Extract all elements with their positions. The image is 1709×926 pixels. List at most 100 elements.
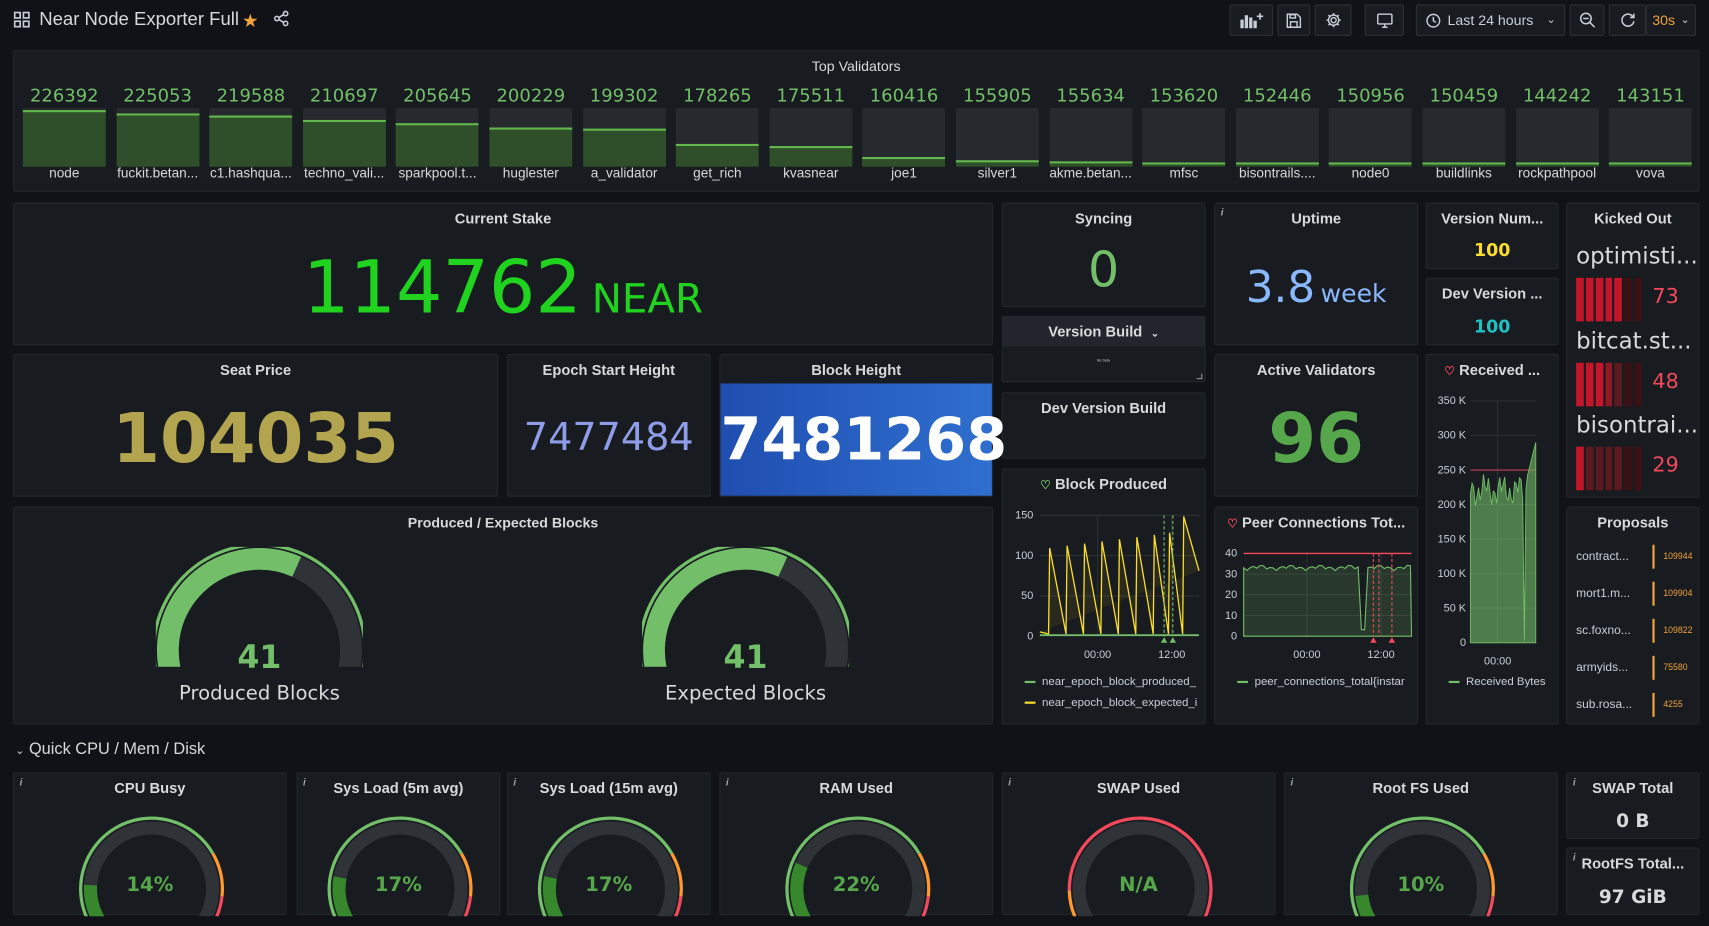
gauge-threshold [463, 896, 472, 917]
dashboard-title[interactable]: Near Node Exporter Full [39, 8, 240, 30]
validator-name: sparkpool.t... [398, 165, 477, 181]
dev-version-build-panel: Dev Version Build [1001, 392, 1206, 459]
gauge-fill [542, 876, 563, 917]
x-tick-label: 00:00 [1084, 649, 1111, 661]
kicked-count: 48 [1652, 368, 1679, 393]
y-tick-label: 20 [1225, 589, 1237, 601]
kicked-validator-name: bitcat.st... [1576, 327, 1692, 354]
gauge-arc [1349, 816, 1495, 917]
gear-icon [1325, 13, 1341, 28]
validator-name: mfsc [1169, 165, 1199, 181]
chevron-down-icon: ⌄ [1150, 327, 1159, 339]
validator-name: huglester [502, 165, 559, 181]
validator-bar-bg [582, 107, 666, 129]
gauge-arc [537, 816, 683, 917]
monitor-icon [1376, 12, 1393, 28]
validator-bar-bg [675, 107, 759, 144]
proposal-value: 75580 [1652, 655, 1688, 680]
panel-title: Epoch Start Height [542, 361, 675, 379]
resize-handle[interactable] [1196, 373, 1203, 380]
validator-bar [862, 156, 946, 167]
apps-icon[interactable] [13, 11, 30, 28]
y-tick-label: 200 K [1438, 499, 1467, 511]
epoch-start-value: 7477484 [523, 416, 694, 460]
validator-bar [1515, 162, 1599, 167]
x-tick-label: 12:00 [1367, 649, 1394, 661]
add-panel-button[interactable] [1229, 4, 1274, 36]
validator-value: 226392 [29, 84, 99, 106]
gauge-panel-1: i CPU Busy 14% [13, 772, 287, 917]
section-row-toggle[interactable]: ⌄ Quick CPU / Mem / Disk [15, 740, 205, 759]
gauge-arc [327, 816, 472, 917]
validator-bar-bg [862, 107, 946, 157]
info-icon[interactable]: i [303, 776, 306, 788]
legend-produced[interactable]: near_epoch_block_produced_ [1024, 675, 1202, 689]
y-tick-label: 0 [1460, 637, 1466, 649]
validator-name: techno_vali... [304, 165, 385, 181]
legend-peer-connections[interactable]: peer_connections_total{instar [1237, 675, 1414, 689]
version-build-menu[interactable]: Version Build ⌄ [1003, 324, 1205, 340]
gauge-panel-3: i Sys Load (15m avg) 17% [506, 772, 711, 917]
spark-bar [1614, 362, 1623, 406]
block-height-value: 7481268 [720, 405, 1008, 474]
panel-title: RootFS Total... [1581, 855, 1685, 872]
star-icon[interactable]: ★ [241, 10, 259, 32]
cycle-view-button[interactable] [1364, 4, 1404, 36]
info-icon[interactable]: i [513, 776, 517, 788]
panel-title: SWAP Total [1592, 780, 1674, 797]
block-produced-chart: 150 100 50 0 00:00 12:00 [1015, 510, 1200, 661]
save-icon [1286, 12, 1302, 28]
refresh-interval-picker[interactable]: 30s ⌄ [1645, 4, 1697, 36]
info-icon[interactable]: i [1008, 776, 1011, 788]
legend-received[interactable]: Received Bytes [1448, 675, 1546, 689]
time-picker[interactable]: Last 24 hours ⌄ [1415, 4, 1566, 36]
gauge-value: 17% [585, 873, 633, 897]
gauge-fill [789, 862, 811, 917]
panel-title: Seat Price [220, 361, 292, 379]
share-icon[interactable] [272, 10, 289, 27]
gauge-fill [331, 876, 353, 917]
proposal-name: armyids... [1576, 661, 1629, 675]
info-icon[interactable]: i [725, 776, 729, 788]
settings-button[interactable] [1314, 4, 1352, 36]
validator-bar-bg [209, 107, 293, 116]
info-icon[interactable]: i [1572, 851, 1576, 863]
info-icon[interactable]: i [19, 776, 23, 788]
gauge-track [331, 821, 468, 917]
info-icon[interactable]: i [1572, 776, 1576, 788]
validator-bar [955, 160, 1039, 167]
legend-expected[interactable]: near_epoch_block_expected_i [1024, 696, 1202, 709]
kicked-sparkline [1576, 446, 1642, 491]
gauge-threshold [1067, 816, 1213, 917]
section-title: Quick CPU / Mem / Disk [28, 739, 206, 759]
gauge-panel-6: i Root FS Used 10% [1284, 772, 1558, 917]
panel-title: RAM Used [819, 780, 893, 797]
kicked-sparkline [1576, 277, 1642, 322]
swap-total-panel: i SWAP Total 0 B [1566, 772, 1700, 839]
refresh-button[interactable] [1608, 4, 1646, 36]
proposal-value: 4255 [1652, 692, 1683, 717]
produced-gauge: 41 Produced Blocks [152, 543, 367, 710]
peer-connections-chart: 40 30 20 10 0 00:00 12:00 [1225, 548, 1413, 661]
panel-title: Version Build [1048, 323, 1143, 340]
save-button[interactable] [1277, 4, 1311, 36]
gauge-arc [78, 816, 224, 917]
validator-name: node [49, 165, 80, 181]
y-tick-label: 0 [1027, 630, 1033, 642]
proposal-name: sub.rosa... [1576, 698, 1633, 712]
gauge-value: 17% [374, 873, 422, 897]
version-num-value: 100 [1473, 239, 1511, 261]
add-panel-icon [1240, 12, 1264, 28]
zoom-out-button[interactable] [1569, 4, 1605, 36]
spark-bar [1634, 362, 1642, 406]
panel-title-row: ♡ Block Produced [1003, 476, 1205, 492]
spark-bar [1585, 362, 1594, 406]
info-icon[interactable]: i [1220, 206, 1224, 218]
info-icon[interactable]: i [1290, 776, 1294, 788]
gauge-track [83, 821, 219, 917]
panel-title: Block Height [811, 361, 902, 379]
gauge-value: N/A [1119, 873, 1158, 897]
kicked-sparkline [1576, 362, 1642, 406]
spark-bar [1605, 446, 1613, 491]
annotation-marker [1388, 637, 1396, 643]
